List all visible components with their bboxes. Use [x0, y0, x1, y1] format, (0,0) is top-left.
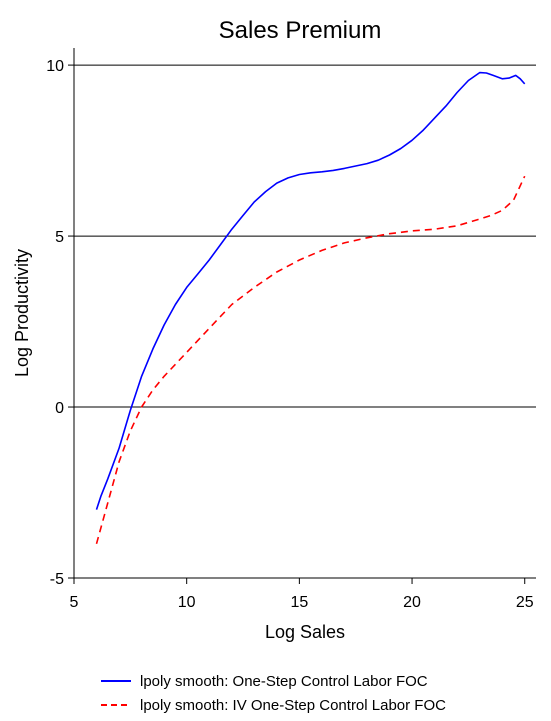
- y-axis-label: Log Productivity: [12, 249, 32, 377]
- series-line-2: [95, 175, 526, 545]
- y-tick-label: 5: [55, 229, 64, 246]
- x-tick-label: 5: [70, 594, 79, 611]
- gridlines: [74, 64, 536, 579]
- y-tick-label: -5: [50, 571, 64, 588]
- y-tick-label: 10: [46, 58, 64, 75]
- legend-label-series-2: lpoly smooth: IV One-Step Control Labor …: [140, 697, 446, 714]
- series-line-1: [95, 71, 526, 510]
- y-axis-ticks: -5 0 5 10: [46, 58, 74, 588]
- x-tick-label: 10: [178, 594, 196, 611]
- legend-label-series-1: lpoly smooth: One-Step Control Labor FOC: [140, 673, 428, 690]
- x-tick-label: 15: [290, 594, 308, 611]
- series-layer: [95, 71, 526, 545]
- chart-title: Sales Premium: [219, 17, 382, 44]
- x-axis-ticks: 5 10 15 20 25: [70, 578, 534, 611]
- legend: lpoly smooth: One-Step Control Labor FOC…: [101, 673, 446, 714]
- x-axis-label: Log Sales: [265, 622, 345, 642]
- x-tick-label: 25: [516, 594, 534, 611]
- x-tick-label: 20: [403, 594, 421, 611]
- y-tick-label: 0: [55, 400, 64, 417]
